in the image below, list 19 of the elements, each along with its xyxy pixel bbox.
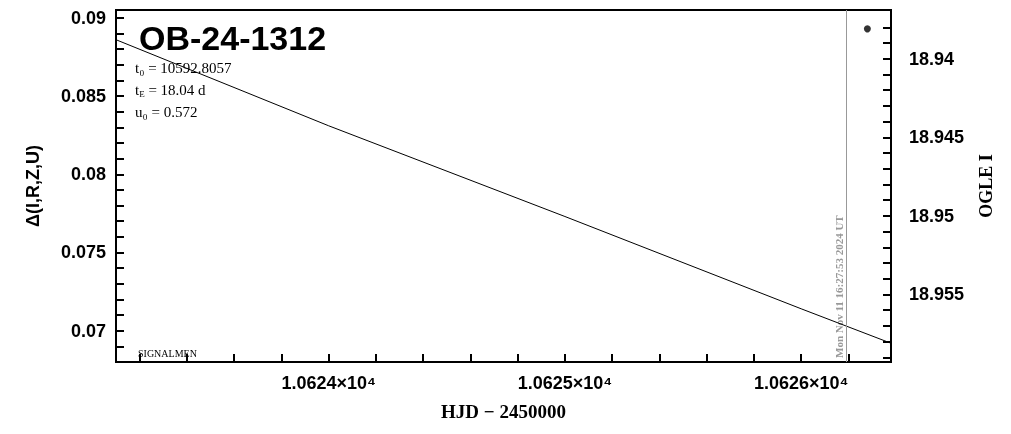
x-tick-label: 1.0626×10⁴ [753,373,849,393]
x-axis-title: HJD − 2450000 [441,401,566,422]
y-tick-label: 0.08 [70,164,106,185]
x-tick-label: 1.0624×10⁴ [281,373,376,393]
y-tick-label: 0.07 [70,320,106,341]
y2-axis-title: OGLE I [976,154,996,218]
annotation: SIGNALMEN [138,347,197,359]
y2-tick-label: 18.945 [909,127,965,148]
y-tick-label: 0.085 [60,86,106,107]
y-tick-label: 0.075 [60,242,106,263]
x-tick-label: 1.0625×10⁴ [517,373,613,393]
y2-tick-label: 18.955 [909,284,965,305]
annotation: Mon Nov 11 16:27:53 2024 UT [832,214,845,358]
y-axis-title: Δ(I,R,Z,U) [23,145,43,227]
annotation: u₀ = 0.572 [135,103,198,120]
y2-tick-label: 18.94 [909,48,955,69]
y-tick-label: 0.09 [70,7,106,28]
y2-tick-label: 18.95 [909,205,955,226]
chart-title: OB-24-1312 [139,19,327,57]
